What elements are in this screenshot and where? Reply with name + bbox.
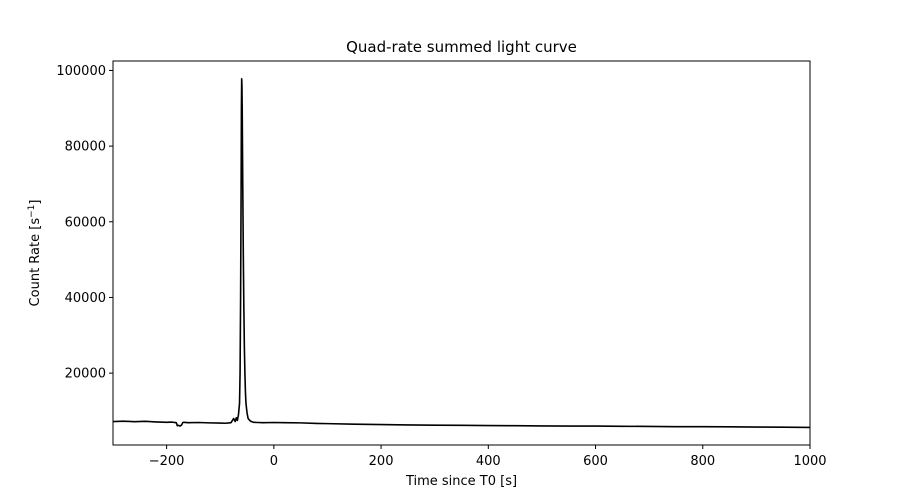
y-tick-label: 40000: [65, 291, 106, 306]
x-tick-label: 400: [476, 454, 501, 469]
x-tick-label: 1000: [793, 454, 826, 469]
y-tick-label: 20000: [65, 367, 106, 382]
y-axis-label-exponent: −1: [27, 205, 37, 218]
y-tick-label: 60000: [65, 215, 106, 230]
y-axis-label-main: Count Rate [s: [28, 218, 43, 307]
y-tick-label: 100000: [56, 64, 106, 79]
chart-title: Quad-rate summed light curve: [346, 38, 577, 56]
light-curve-line: [113, 77, 810, 429]
x-axis-ticks: −200 0 200 400 600 800 1000: [149, 445, 827, 469]
y-axis-ticks: 20000 40000 60000 80000 100000: [56, 64, 113, 382]
axes-frame: [112, 60, 811, 446]
x-tick-label: 800: [690, 454, 715, 469]
x-tick-label: 600: [583, 454, 608, 469]
x-axis-label: Time since T0 [s]: [405, 474, 517, 489]
y-tick-label: 80000: [65, 140, 106, 155]
plot-area: [113, 77, 810, 429]
x-tick-label: −200: [149, 454, 185, 469]
x-tick-label: 200: [369, 454, 394, 469]
x-tick-label: 0: [270, 454, 278, 469]
y-axis-label-close: ]: [28, 200, 43, 205]
y-axis-label: Count Rate [s−1]: [27, 200, 43, 307]
